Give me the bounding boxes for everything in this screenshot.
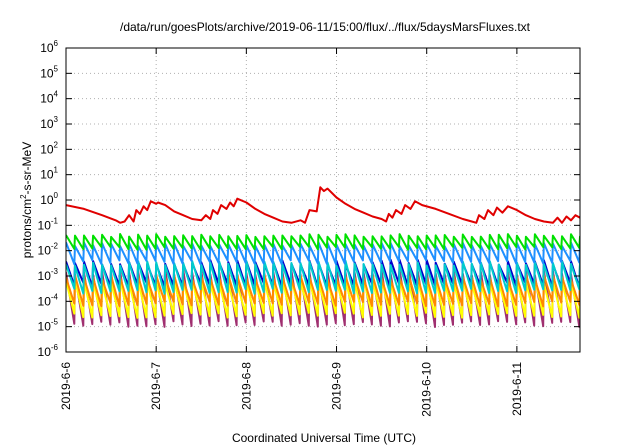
y-tick-exponent: -6 <box>51 343 59 352</box>
y-tick-base: 10 <box>38 269 52 283</box>
y-tick-exponent: 2 <box>54 140 59 149</box>
y-tick-base: 10 <box>38 320 52 334</box>
series-line <box>66 277 580 319</box>
y-tick-label: 105 <box>40 64 58 80</box>
y-tick-base: 10 <box>40 168 54 182</box>
y-tick-label: 10-6 <box>38 343 59 359</box>
y-tick-exponent: 1 <box>54 166 59 175</box>
x-tick-label: 2019-6-7 <box>149 362 163 410</box>
y-axis-tick-labels: 10-610-510-410-310-210-11001011021031041… <box>38 39 59 359</box>
y-axis-title-sup: 2 <box>19 194 28 199</box>
x-tick-label: 2019-6-6 <box>59 362 73 410</box>
y-tick-label: 101 <box>40 166 58 182</box>
y-tick-base: 10 <box>38 218 52 232</box>
y-tick-base: 10 <box>40 66 54 80</box>
x-axis-tick-labels: 2019-6-6 2019-6-7 2019-6-8 2019-6-9 2019-6-1… <box>59 362 524 417</box>
y-tick-label: 10-4 <box>38 292 59 308</box>
y-axis-title: protons/cm2-s-sr-MeV <box>19 142 34 258</box>
y-tick-exponent: 6 <box>54 39 59 48</box>
y-tick-base: 10 <box>40 41 54 55</box>
series-line <box>66 259 580 295</box>
x-tick-label: 2019-6-11 <box>510 362 524 416</box>
y-tick-exponent: -3 <box>51 267 59 276</box>
y-tick-label: 10-1 <box>38 216 59 232</box>
y-tick-label: 10-2 <box>38 242 59 258</box>
y-tick-exponent: 3 <box>54 115 59 124</box>
series-group <box>66 186 580 328</box>
y-tick-label: 106 <box>40 39 58 55</box>
y-tick-base: 10 <box>40 193 54 207</box>
series-line <box>66 233 580 251</box>
x-axis-title: Coordinated Universal Time (UTC) <box>232 431 416 445</box>
y-tick-label: 100 <box>40 191 58 207</box>
y-tick-exponent: 4 <box>54 90 59 99</box>
y-tick-base: 10 <box>40 117 54 131</box>
y-axis-title-main: protons/cm <box>20 199 34 258</box>
y-tick-exponent: -4 <box>51 292 59 301</box>
y-tick-exponent: 5 <box>54 64 59 73</box>
axis-ticks <box>65 47 580 353</box>
x-tick-label: 2019-6-9 <box>330 362 344 410</box>
y-axis-title-rest: -s-sr-MeV <box>20 142 34 195</box>
y-tick-exponent: -1 <box>51 216 59 225</box>
y-tick-base: 10 <box>38 294 52 308</box>
y-tick-label: 103 <box>40 115 58 131</box>
series-line <box>66 186 580 224</box>
x-tick-label: 2019-6-10 <box>420 362 434 417</box>
y-tick-exponent: 0 <box>54 191 59 200</box>
chart-title: /data/run/goesPlots/archive/2019-06-11/1… <box>120 20 531 34</box>
y-tick-label: 104 <box>40 90 58 106</box>
y-tick-label: 102 <box>40 140 58 156</box>
y-tick-base: 10 <box>38 244 52 258</box>
y-tick-exponent: -2 <box>51 242 59 251</box>
y-tick-exponent: -5 <box>51 318 59 327</box>
y-tick-base: 10 <box>40 92 54 106</box>
y-tick-base: 10 <box>38 345 52 359</box>
y-tick-label: 10-5 <box>38 318 59 334</box>
y-tick-label: 10-3 <box>38 267 59 283</box>
y-tick-base: 10 <box>40 142 54 156</box>
x-tick-label: 2019-6-8 <box>239 362 253 410</box>
